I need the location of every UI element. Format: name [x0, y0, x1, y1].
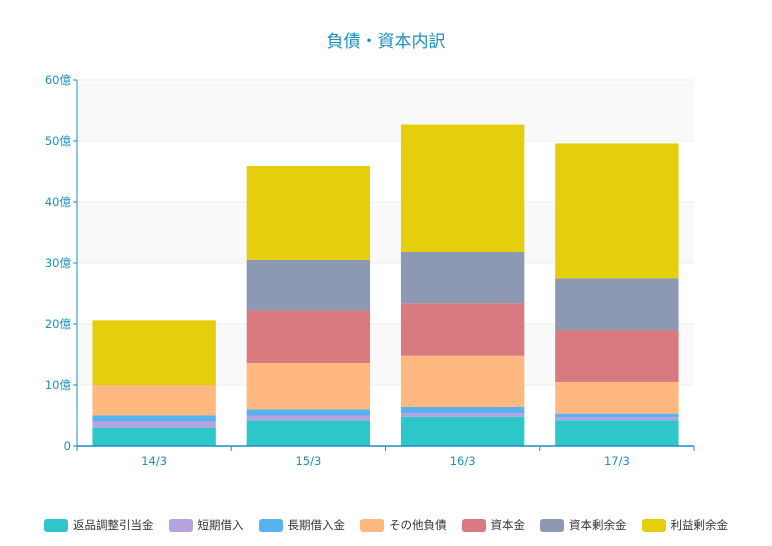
bar-segment[interactable]: [400, 406, 525, 414]
bar-segment[interactable]: [400, 124, 525, 253]
legend-item[interactable]: 資本金: [461, 517, 526, 533]
legend-label: 返品調整引当金: [73, 518, 154, 532]
legend-label: 短期借入: [197, 518, 244, 532]
legend-swatch: [540, 518, 564, 532]
legend-label: 資本剰余金: [569, 518, 627, 532]
x-tick-label: 16/3: [450, 454, 476, 468]
legend-item[interactable]: 長期借入金: [258, 517, 346, 533]
bar-segment[interactable]: [400, 413, 525, 417]
bar-segment[interactable]: [400, 303, 525, 356]
legend-label: 資本金: [490, 518, 526, 532]
x-tick-label: 17/3: [604, 454, 630, 468]
bar-segment[interactable]: [246, 310, 371, 364]
bar-segment[interactable]: [92, 421, 216, 428]
bar-segment[interactable]: [555, 417, 679, 421]
legend-swatch: [258, 518, 283, 532]
legend-swatch: [641, 518, 666, 532]
bar-segment[interactable]: [555, 278, 679, 331]
bar-segment[interactable]: [555, 420, 679, 446]
bar-segment[interactable]: [400, 416, 525, 446]
legend-swatch: [44, 518, 68, 532]
y-tick-label: 10億: [45, 378, 72, 392]
bar-segment[interactable]: [92, 385, 216, 416]
y-tick-label: 50億: [45, 134, 72, 148]
bar-segment[interactable]: [246, 409, 371, 416]
legend-label: 長期借入金: [287, 518, 346, 532]
y-tick-label: 40億: [45, 195, 72, 209]
bar-segment[interactable]: [92, 415, 216, 422]
chart-title: 負債・資本内訳: [326, 32, 446, 52]
legend-swatch: [168, 518, 193, 532]
bar-segment[interactable]: [555, 330, 679, 382]
bar-segment[interactable]: [246, 259, 371, 311]
bar-segment[interactable]: [400, 252, 525, 304]
grid-band: [77, 80, 694, 141]
legend-item[interactable]: 短期借入: [168, 517, 244, 533]
bar-segment[interactable]: [246, 166, 371, 260]
bar-segment[interactable]: [555, 381, 679, 414]
y-tick-label: 0: [64, 439, 71, 453]
bar-segment[interactable]: [92, 427, 216, 446]
y-tick-label: 60億: [45, 73, 72, 87]
legend-swatch: [360, 518, 384, 532]
legend: 返品調整引当金 短期借入 長期借入金 その他負債 資本金 資本剰余金 利益剰余金: [0, 514, 772, 536]
legend-label: 利益剰余金: [670, 518, 729, 532]
bar-segment[interactable]: [246, 415, 371, 421]
legend-swatch: [461, 518, 486, 532]
y-tick-label: 20億: [45, 317, 72, 331]
x-tick-label: 14/3: [141, 454, 167, 468]
legend-item[interactable]: 返品調整引当金: [44, 517, 154, 533]
legend-item[interactable]: 利益剰余金: [641, 517, 729, 533]
legend-item[interactable]: その他負債: [360, 517, 447, 533]
y-tick-label: 30億: [45, 256, 72, 270]
bar-segment[interactable]: [555, 413, 679, 418]
x-tick-label: 15/3: [295, 454, 321, 468]
bar-segment[interactable]: [555, 143, 679, 279]
bar-segment[interactable]: [246, 363, 371, 410]
bar-segment[interactable]: [400, 355, 525, 407]
bar-segment[interactable]: [246, 420, 371, 446]
legend-item[interactable]: 資本剰余金: [540, 517, 627, 533]
bar-segment[interactable]: [92, 320, 216, 385]
legend-label: その他負債: [389, 518, 447, 532]
